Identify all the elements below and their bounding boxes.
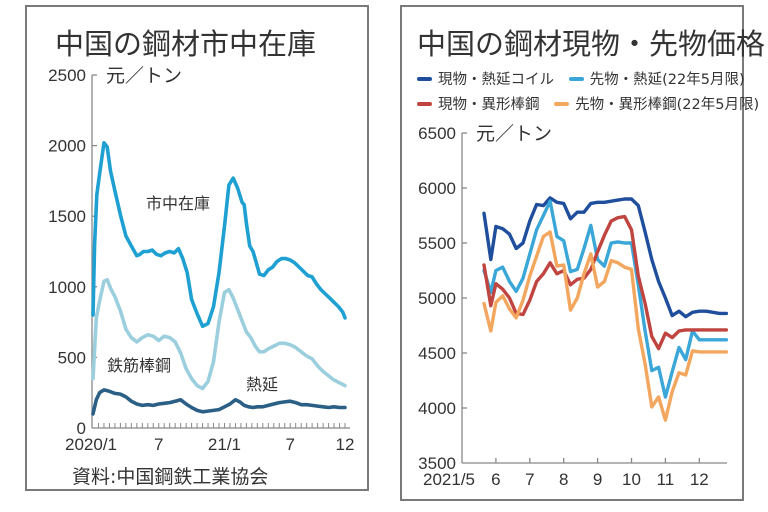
series-line xyxy=(91,141,347,329)
y-tick-label: 2500 xyxy=(48,66,86,85)
x-tick-label: 8 xyxy=(559,470,568,489)
chart-title: 中国の鋼材現物・先物価格 xyxy=(417,27,766,61)
legend-item-futures-hot-rolled: 先物・熱延(22年5月限) xyxy=(568,68,745,89)
series-label: 熱延 xyxy=(246,375,278,394)
legend-swatch xyxy=(568,76,584,81)
x-tick-label: 12 xyxy=(336,435,355,454)
legend-label: 現物・熱延コイル xyxy=(438,72,554,88)
legend-label: 現物・異形棒鋼 xyxy=(438,97,540,113)
chart-title: 中国の鋼材市中在庫 xyxy=(55,27,317,61)
series-line xyxy=(91,388,347,416)
legend-item-spot-rebar: 現物・異形棒鋼 xyxy=(417,93,540,114)
price-chart-panel: 中国の鋼材現物・先物価格 現物・熱延コイル 先物・熱延(22年5月限) 現物・異… xyxy=(400,5,765,501)
x-tick-label: 2020/1 xyxy=(65,435,117,454)
y-tick-label: 5500 xyxy=(418,234,456,253)
series-label: 市中在庫 xyxy=(146,194,210,213)
legend-swatch xyxy=(417,76,432,81)
y-tick-label: 500 xyxy=(58,348,86,367)
x-tick-label: 7 xyxy=(525,470,534,489)
x-tick-label: 11 xyxy=(657,470,675,489)
legend-item-futures-rebar: 先物・異形棒鋼(22年5月限) xyxy=(554,93,759,114)
series-label: 鉄筋棒鋼 xyxy=(107,356,171,375)
y-tick-label: 6000 xyxy=(418,179,456,198)
x-tick-label: 7 xyxy=(285,435,294,454)
x-tick-label: 2021/5 xyxy=(423,470,475,489)
series-line xyxy=(482,196,729,319)
y-tick-label: 5000 xyxy=(418,289,456,308)
legend: 現物・異形棒鋼 先物・異形棒鋼(22年5月限) xyxy=(417,93,768,114)
y-tick-label: 1500 xyxy=(48,207,86,226)
unit-label: 元／トン xyxy=(106,65,182,87)
y-tick-label: 2000 xyxy=(48,137,86,156)
inventory-line-chart: 0 500 1000 1500 2000 2500 元／トン 2020/1 7 21/1 7 12 市中… xyxy=(48,65,354,454)
y-tick-label: 4000 xyxy=(418,399,456,418)
x-tick-label: 21/1 xyxy=(208,435,241,454)
y-tick-label: 4500 xyxy=(418,344,456,363)
legend-item-spot-hot-rolled: 現物・熱延コイル xyxy=(417,68,554,89)
price-line-chart: 3500 4000 4500 5000 5500 6000 6500 元／トン 2021/5 6 7… xyxy=(418,123,729,489)
x-tick-label: 6 xyxy=(491,470,500,489)
legend: 現物・熱延コイル 先物・熱延(22年5月限) xyxy=(417,68,755,89)
legend-label: 先物・熱延(22年5月限) xyxy=(589,72,745,88)
series-line xyxy=(482,230,729,422)
x-tick-label: 9 xyxy=(593,470,602,489)
unit-label: 元／トン xyxy=(476,123,552,145)
y-tick-label: 6500 xyxy=(418,124,456,143)
source-note: 資料:中国鋼鉄工業協会 xyxy=(72,466,269,488)
legend-swatch xyxy=(554,101,570,106)
x-tick-label: 7 xyxy=(154,435,163,454)
y-tick-label: 1000 xyxy=(48,278,86,297)
x-tick-label: 10 xyxy=(622,470,641,489)
series-line xyxy=(482,214,729,351)
series-line xyxy=(91,277,347,391)
legend-label: 先物・異形棒鋼(22年5月限) xyxy=(575,97,760,113)
y-tick-label: 3500 xyxy=(418,454,456,473)
x-tick-label: 12 xyxy=(690,470,709,489)
legend-swatch xyxy=(417,101,432,106)
series-line xyxy=(482,199,729,399)
y-tick-label: 0 xyxy=(77,419,86,438)
